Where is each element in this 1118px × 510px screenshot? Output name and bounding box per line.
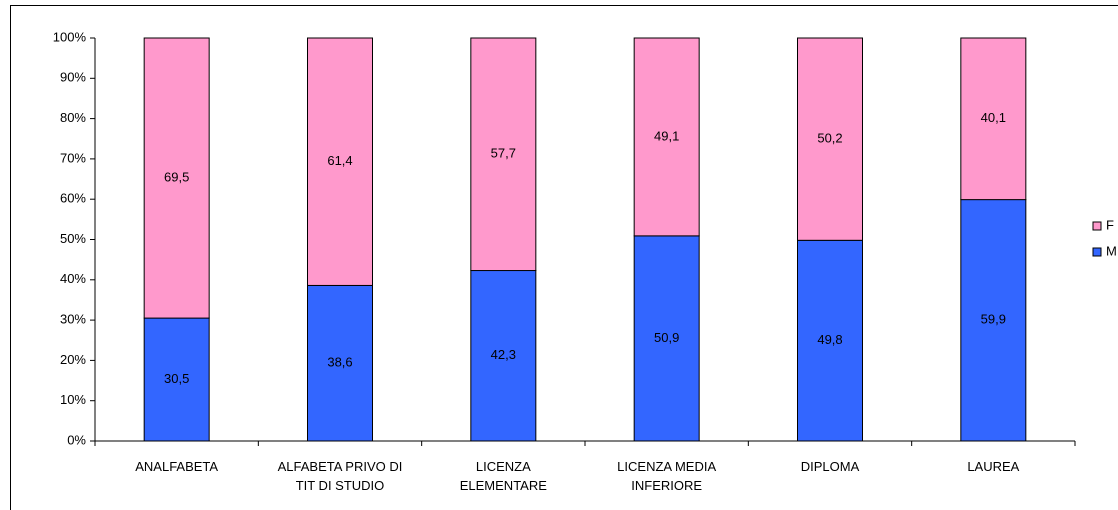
y-tick-label: 90% — [60, 70, 86, 85]
value-label: 57,7 — [491, 146, 516, 161]
value-label: 42,3 — [491, 347, 516, 362]
bar-segment — [470, 270, 537, 442]
value-label: 50,9 — [654, 330, 679, 345]
x-tick-label: ALFABETA PRIVO DI TIT DI STUDIO — [277, 459, 403, 493]
value-label: 50,2 — [817, 131, 842, 146]
value-label: 49,8 — [817, 332, 842, 347]
bar-segment — [797, 37, 863, 241]
legend-label: F — [1106, 217, 1114, 232]
y-tick-label: 80% — [60, 110, 86, 125]
legend-swatch — [1092, 247, 1102, 257]
bar-segment — [633, 37, 700, 237]
y-tick-label: 0% — [67, 432, 86, 447]
value-label: 69,5 — [164, 169, 189, 184]
value-label: 49,1 — [654, 128, 679, 143]
y-tick-label: 40% — [60, 271, 86, 286]
bar-segment — [307, 284, 373, 442]
x-tick-label: LICENZA MEDIA INFERIORE — [617, 459, 717, 493]
value-label: 30,5 — [164, 371, 189, 386]
bar-segment — [797, 239, 863, 442]
bar-segment — [470, 37, 537, 272]
y-tick-label: 70% — [60, 150, 86, 165]
value-label: 40,1 — [981, 110, 1006, 125]
y-tick-label: 30% — [60, 312, 86, 327]
bar-segment — [960, 37, 1027, 201]
x-tick-label: LICENZA ELEMENTARE — [459, 459, 547, 493]
y-tick-label: 60% — [60, 191, 86, 206]
bar-segment — [307, 37, 373, 286]
y-tick-label: 100% — [53, 29, 87, 44]
y-tick-label: 50% — [60, 231, 86, 246]
value-label: 59,9 — [981, 312, 1006, 327]
chart-frame — [10, 5, 1118, 510]
legend-label: M — [1106, 243, 1117, 258]
bar-segment — [143, 37, 210, 319]
value-label: 61,4 — [327, 153, 352, 168]
y-tick-label: 10% — [60, 392, 86, 407]
x-tick-label: LAUREA — [967, 459, 1020, 474]
x-tick-label: ANALFABETA — [135, 459, 219, 474]
value-label: 38,6 — [327, 355, 352, 370]
bar-segment — [960, 199, 1027, 442]
x-tick-label: DIPLOMA — [800, 459, 860, 474]
legend-swatch — [1092, 221, 1102, 231]
y-tick-label: 20% — [60, 352, 86, 367]
